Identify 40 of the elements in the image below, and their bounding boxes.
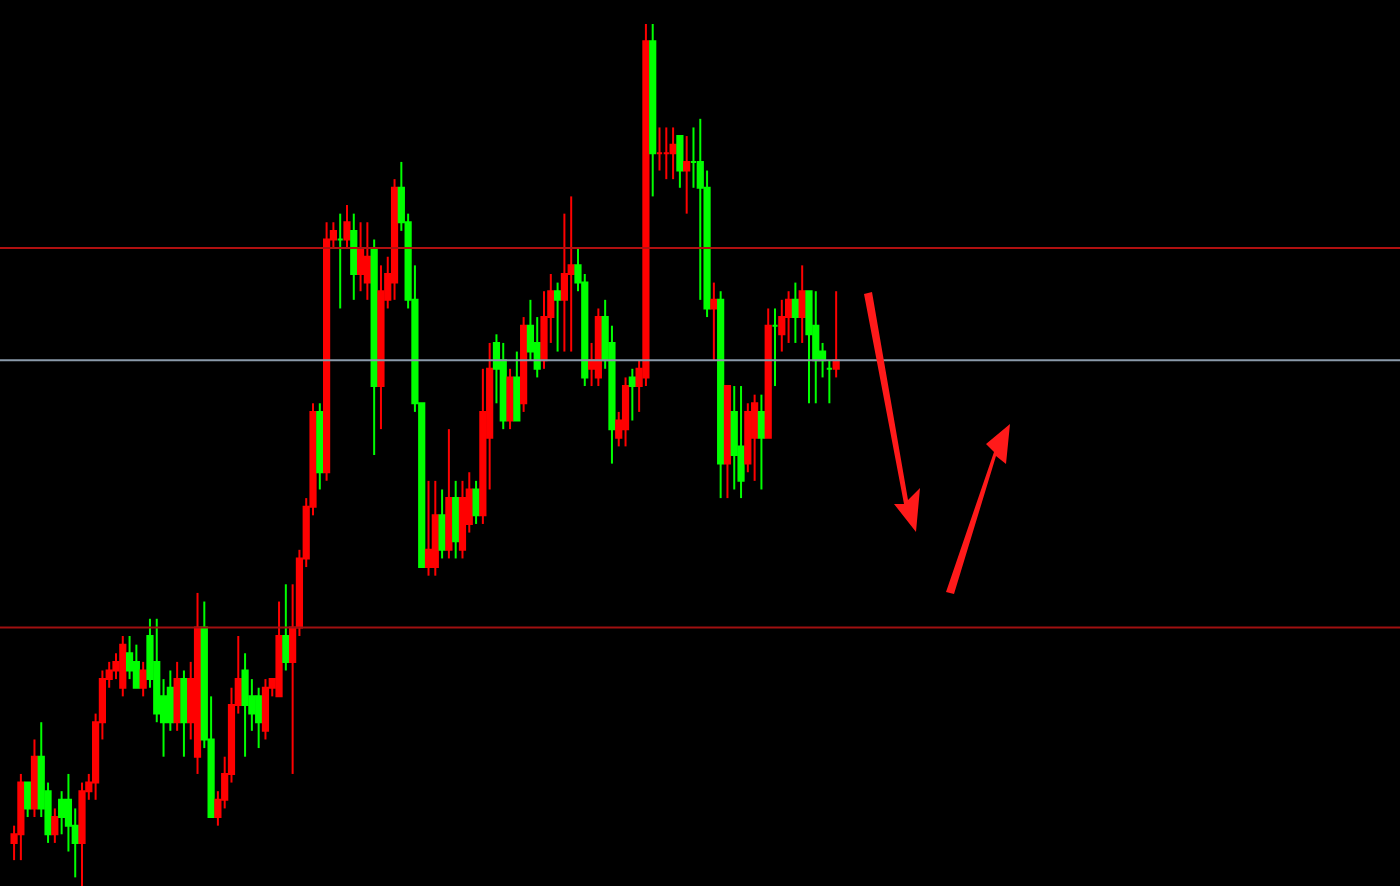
candlestick [343, 204, 351, 250]
candlestick [356, 221, 365, 293]
candlestick [58, 790, 66, 836]
candlestick [261, 678, 270, 741]
candlestick [567, 195, 575, 353]
candlestick [472, 479, 480, 525]
candlestick [363, 221, 371, 301]
candlestick [24, 781, 32, 819]
candlestick [669, 126, 677, 181]
candlestick [180, 669, 188, 758]
candlestick [119, 635, 127, 698]
candlestick [132, 643, 140, 689]
candlestick [452, 479, 460, 560]
candlestick [791, 281, 799, 344]
candlestick [676, 135, 684, 189]
candlestick [139, 660, 147, 698]
candlestick [424, 479, 433, 577]
candlestick [737, 385, 745, 500]
candlestick [730, 385, 738, 491]
candlestick [506, 367, 514, 431]
candlestick [628, 367, 636, 422]
candlestick [350, 212, 358, 301]
candlestick [241, 652, 249, 758]
candlestick [255, 686, 263, 750]
candlestick [710, 281, 718, 362]
candlestick [554, 281, 562, 353]
candlestick [621, 376, 630, 448]
candlestick [125, 635, 134, 681]
candlestick [112, 652, 120, 681]
candlestick [812, 290, 820, 405]
candlestick [778, 298, 786, 353]
candlestick [282, 583, 290, 672]
candlestick [513, 350, 521, 422]
candlestick [751, 393, 759, 482]
candlestick [784, 290, 793, 344]
candlestick [757, 393, 766, 491]
candlestick [51, 807, 59, 844]
candlestick [805, 290, 813, 405]
candlestick [438, 488, 446, 560]
candlestick [683, 135, 691, 215]
